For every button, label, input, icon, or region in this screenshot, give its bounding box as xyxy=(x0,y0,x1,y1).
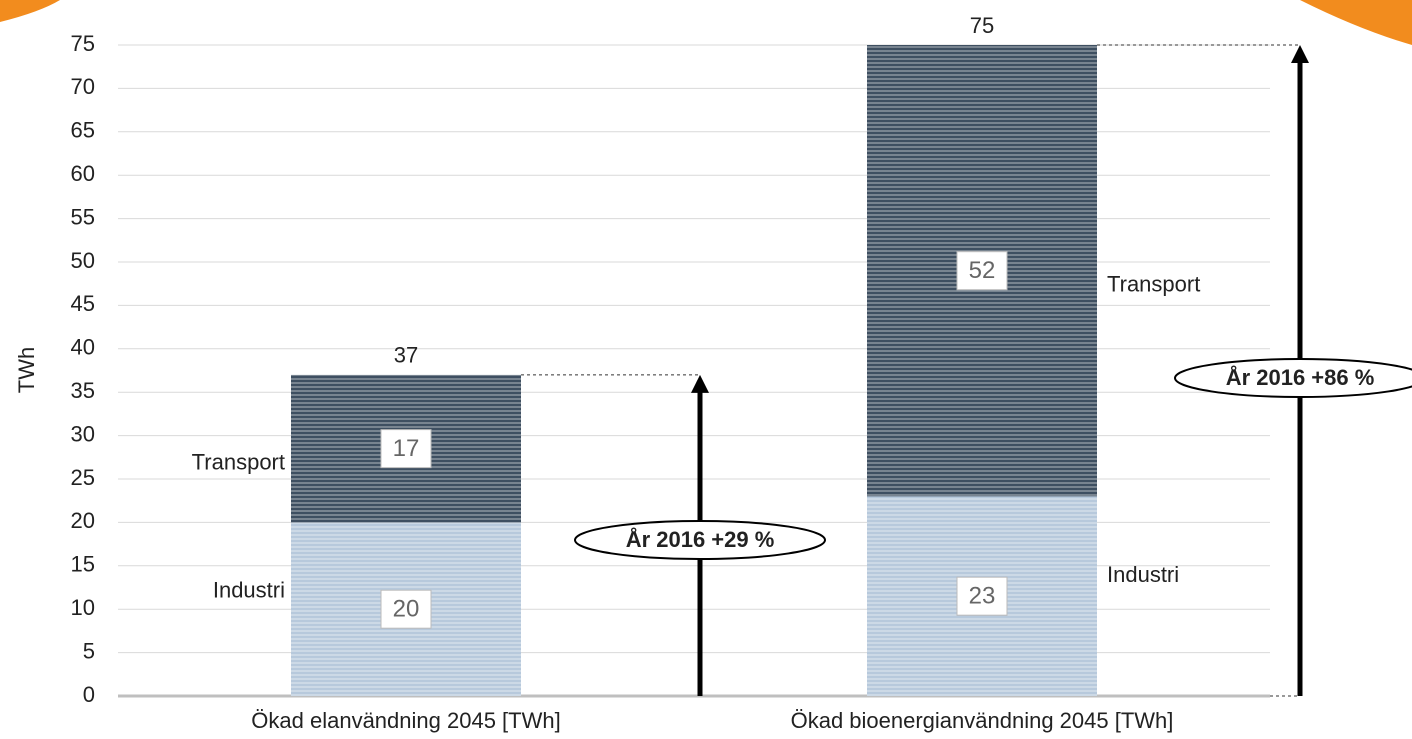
series-label: Industri xyxy=(1107,562,1179,587)
decoration xyxy=(0,0,60,22)
y-tick-label: 25 xyxy=(71,465,95,490)
y-tick-label: 10 xyxy=(71,595,95,620)
decoration xyxy=(1300,0,1412,45)
y-tick-label: 40 xyxy=(71,335,95,360)
annotation: År 2016 +86 % xyxy=(1226,364,1375,390)
total-label: 75 xyxy=(970,13,994,38)
value-label-box xyxy=(380,589,432,629)
y-tick-label: 70 xyxy=(71,74,95,99)
y-tick-label: 65 xyxy=(71,118,95,143)
value-label-box xyxy=(956,251,1008,291)
series-label: Industri xyxy=(213,578,285,603)
y-tick-label: 60 xyxy=(71,161,95,186)
y-tick-label: 75 xyxy=(71,31,95,56)
y-tick-label: 15 xyxy=(71,552,95,577)
y-tick-label: 55 xyxy=(71,204,95,229)
value-label-box xyxy=(956,576,1008,616)
arrow-head xyxy=(691,374,709,393)
value-label: 23 xyxy=(969,583,996,610)
annotation-ellipse xyxy=(574,520,826,560)
value-label: 20 xyxy=(393,596,420,623)
x-tick-label: Ökad bioenergianvändning 2045 [TWh] xyxy=(791,708,1174,733)
series-label: Transport xyxy=(192,449,285,474)
value-label: 17 xyxy=(393,435,420,462)
annotation-ellipse xyxy=(1174,358,1412,398)
y-tick-label: 45 xyxy=(71,291,95,316)
total-label: 37 xyxy=(394,343,418,368)
y-tick-label: 20 xyxy=(71,508,95,533)
annotation: År 2016 +29 % xyxy=(626,526,775,552)
y-tick-label: 0 xyxy=(83,682,95,707)
y-tick-label: 5 xyxy=(83,638,95,663)
y-tick-label: 50 xyxy=(71,248,95,273)
value-label-box xyxy=(380,429,432,469)
series-label: Transport xyxy=(1107,271,1200,296)
arrow-head xyxy=(1291,45,1309,63)
y-axis-label: TWh xyxy=(14,347,39,393)
x-tick-label: Ökad elanvändning 2045 [TWh] xyxy=(251,708,560,733)
y-tick-label: 30 xyxy=(71,421,95,446)
value-label: 52 xyxy=(969,257,996,284)
y-tick-label: 35 xyxy=(71,378,95,403)
